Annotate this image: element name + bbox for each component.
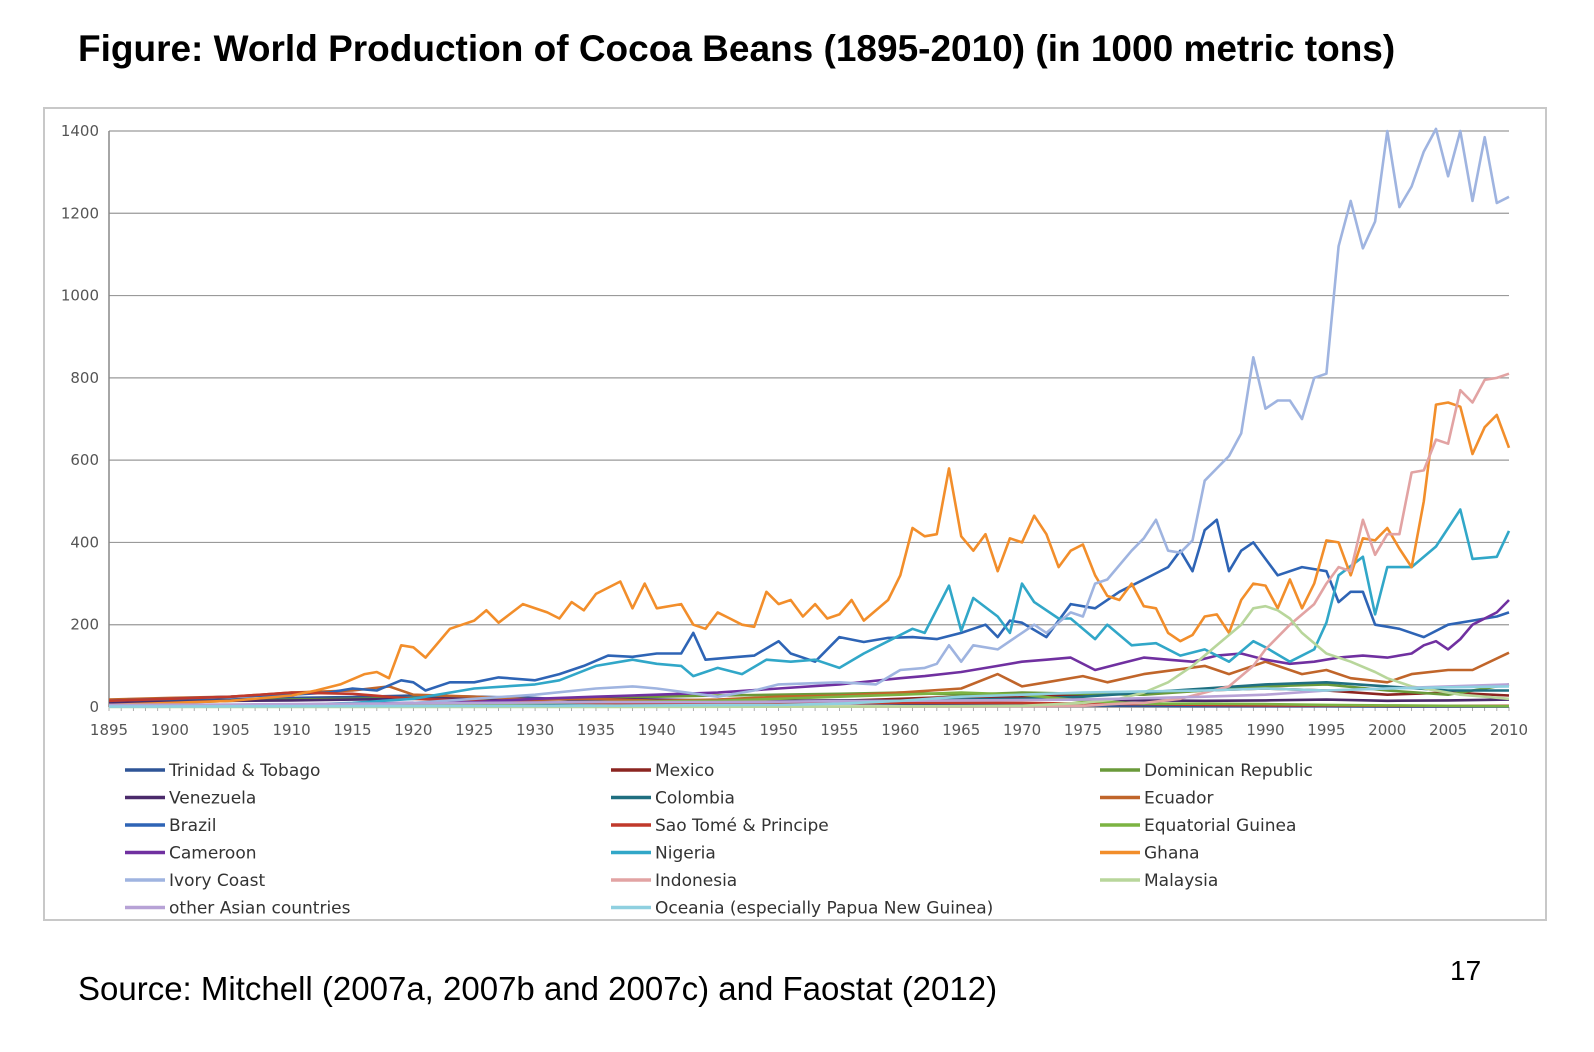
y-tick-label: 400 bbox=[70, 533, 99, 551]
y-tick-label: 0 bbox=[89, 698, 99, 716]
page-number: 17 bbox=[1450, 955, 1482, 986]
source-note: Source: Mitchell (2007a, 2007b and 2007c… bbox=[78, 970, 998, 1007]
series-line-ivory-coast bbox=[108, 127, 1510, 708]
legend-label: Cameroon bbox=[169, 844, 257, 864]
y-tick-label: 1000 bbox=[61, 287, 99, 305]
x-tick-label: 1915 bbox=[333, 721, 371, 739]
y-tick-label: 600 bbox=[70, 451, 99, 469]
legend-label: Nigeria bbox=[655, 844, 716, 864]
x-tick-label: 1900 bbox=[151, 721, 189, 739]
legend-label: Trinidad & Tobago bbox=[168, 761, 320, 781]
series-line-malaysia bbox=[109, 604, 1510, 709]
x-tick-label: 1930 bbox=[516, 721, 554, 739]
legend-label: Venezuela bbox=[169, 789, 256, 809]
x-tick-label: 2000 bbox=[1368, 721, 1406, 739]
x-tick-label: 2005 bbox=[1429, 721, 1467, 739]
figure-title: Figure: World Production of Cocoa Beans … bbox=[78, 28, 1396, 69]
x-tick-label: 1995 bbox=[1307, 721, 1345, 739]
legend-label: Ivory Coast bbox=[169, 871, 265, 891]
legend-label: Mexico bbox=[655, 761, 714, 781]
x-tick-label: 1990 bbox=[1246, 721, 1284, 739]
legend-label: Ghana bbox=[1144, 844, 1200, 864]
x-tick-label: 1945 bbox=[699, 721, 737, 739]
series-line-cameroon bbox=[108, 599, 1510, 708]
y-tick-label: 200 bbox=[70, 616, 99, 634]
y-tick-label: 800 bbox=[70, 369, 99, 387]
series-line-ecuador bbox=[108, 651, 1510, 703]
x-tick-label: 1985 bbox=[1186, 721, 1224, 739]
x-tick-label: 1960 bbox=[881, 721, 919, 739]
legend-label: Brazil bbox=[169, 816, 216, 836]
x-tick-label: 1895 bbox=[90, 721, 128, 739]
gridlines bbox=[109, 130, 1509, 708]
legend-label: Indonesia bbox=[655, 871, 737, 891]
y-tick-label: 1400 bbox=[61, 122, 99, 140]
x-tick-label: 1955 bbox=[820, 721, 858, 739]
legend-label: other Asian countries bbox=[169, 899, 351, 919]
x-tick-label: 1935 bbox=[577, 721, 615, 739]
x-tick-label: 1965 bbox=[942, 721, 980, 739]
series-line-oceania-especially-papua-new-guinea bbox=[108, 685, 1510, 708]
legend-label: Equatorial Guinea bbox=[1144, 816, 1296, 836]
legend-label: Dominican Republic bbox=[1144, 761, 1313, 781]
x-tick-label: 1975 bbox=[1064, 721, 1102, 739]
chart-frame: 0 200 400 600 800 1000 1200 1400 1895 1900 1905 191… bbox=[43, 107, 1547, 921]
y-tick-label: 1200 bbox=[61, 204, 99, 222]
x-tick-label: 1910 bbox=[273, 721, 311, 739]
legend-label: Sao Tomé & Principe bbox=[655, 816, 829, 836]
x-tick-label: 1970 bbox=[1003, 721, 1041, 739]
x-tick-label: 1940 bbox=[638, 721, 676, 739]
x-tick-label: 1920 bbox=[394, 721, 432, 739]
x-tick-label: 1905 bbox=[212, 721, 250, 739]
x-tick-label: 1925 bbox=[455, 721, 493, 739]
legend-label: Colombia bbox=[655, 789, 735, 809]
series-lines bbox=[108, 127, 1511, 709]
legend-label: Malaysia bbox=[1144, 871, 1218, 891]
legend: Trinidad & Tobago Mexico Dominican Republi… bbox=[125, 761, 1313, 919]
legend-label: Oceania (especially Papua New Guinea) bbox=[655, 899, 993, 919]
x-tick-label: 1950 bbox=[759, 721, 797, 739]
line-chart: 0 200 400 600 800 1000 1200 1400 1895 1900 1905 191… bbox=[61, 122, 1528, 919]
series-line-nigeria bbox=[108, 508, 1511, 708]
axes: 0 200 400 600 800 1000 1200 1400 1895 1900 1905 191… bbox=[61, 122, 1528, 739]
legend-label: Ecuador bbox=[1144, 789, 1213, 809]
x-tick-label: 1980 bbox=[1125, 721, 1163, 739]
series-line-brazil bbox=[108, 518, 1510, 703]
series-line-ghana bbox=[108, 401, 1511, 707]
x-tick-label: 2010 bbox=[1490, 721, 1528, 739]
